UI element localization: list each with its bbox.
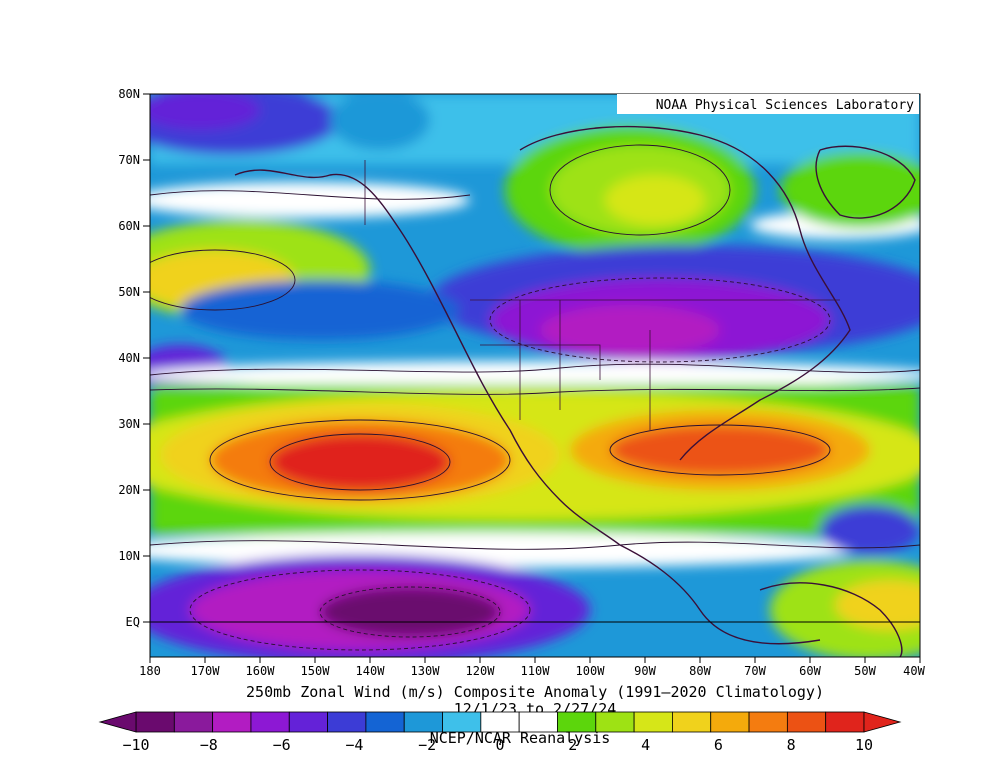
lat-axis: 80N 70N 60N 50N 40N 30N 20N 10N EQ — [118, 87, 920, 629]
coastlines — [234, 125, 916, 657]
lat-label-40n: 40N — [118, 351, 140, 365]
lon-label-150w: 150W — [301, 664, 331, 678]
lon-label-70w: 70W — [744, 664, 766, 678]
lat-label-80n: 80N — [118, 87, 140, 101]
colorbar-tick-label: −8 — [200, 736, 218, 754]
lon-label-50w: 50W — [854, 664, 876, 678]
lat-label-10n: 10N — [118, 549, 140, 563]
colorbar-cell — [212, 711, 252, 733]
political-boundaries — [364, 160, 840, 430]
lon-label-160w: 160W — [246, 664, 276, 678]
lat-label-20n: 20N — [118, 483, 140, 497]
lon-label-90w: 90W — [634, 664, 656, 678]
colorbar-cell — [633, 711, 673, 733]
anomaly-field — [150, 94, 920, 657]
lon-label-130w: 130W — [411, 664, 441, 678]
colorbar-tick-label: −6 — [273, 736, 291, 754]
colorbar-tick-label: 0 — [495, 736, 504, 754]
lon-label-120w: 120W — [466, 664, 496, 678]
lat-label-30n: 30N — [118, 417, 140, 431]
credit-label: NOAA Physical Sciences Laboratory — [656, 98, 914, 113]
colorbar-cell — [288, 711, 328, 733]
lon-label-180: 180 — [139, 664, 161, 678]
colorbar-tick-label: −2 — [418, 736, 436, 754]
colorbar-cell — [825, 711, 865, 733]
colorbar-cell — [710, 711, 750, 733]
colorbar-tick-label: 4 — [641, 736, 650, 754]
lat-label-60n: 60N — [118, 219, 140, 233]
colorbar-cell — [135, 711, 175, 733]
colorbar-cell — [748, 711, 788, 733]
lat-label-50n: 50N — [118, 285, 140, 299]
lon-label-170w: 170W — [191, 664, 221, 678]
colorbar-cell — [365, 711, 405, 733]
lon-label-140w: 140W — [356, 664, 386, 678]
colorbar-tick-label: 6 — [714, 736, 723, 754]
colorbar-low-arrow — [98, 711, 137, 733]
lon-label-100w: 100W — [576, 664, 606, 678]
lon-label-40w: 40W — [903, 664, 925, 678]
colorbar-tick-label: 2 — [568, 736, 577, 754]
colorbar-cell — [672, 711, 712, 733]
lat-label-eq: EQ — [126, 615, 140, 629]
colorbar-cell — [250, 711, 290, 733]
lon-label-110w: 110W — [521, 664, 551, 678]
lat-label-70n: 70N — [118, 153, 140, 167]
colorbar-tick-label: 8 — [787, 736, 796, 754]
colorbar: −10 −8 −6 −4 −2 0 2 4 6 8 10 — [98, 711, 902, 754]
colorbar-tick-label: 10 — [855, 736, 873, 754]
colorbar-tick-label: −10 — [122, 736, 149, 754]
colorbar-tick-label: −4 — [345, 736, 363, 754]
lon-label-60w: 60W — [799, 664, 821, 678]
lon-label-80w: 80W — [689, 664, 711, 678]
figure-title: 250mb Zonal Wind (m/s) Composite Anomaly… — [246, 683, 824, 701]
colorbar-cell — [786, 711, 827, 733]
figure-source: NCEP/NCAR Reanalysis — [430, 729, 611, 747]
colorbar-cell — [327, 711, 367, 733]
colorbar-high-arrow — [863, 711, 902, 733]
colorbar-cell — [173, 711, 214, 733]
lon-axis: 180 170W 160W 150W 140W 130W 120W 110W 1… — [139, 657, 926, 678]
